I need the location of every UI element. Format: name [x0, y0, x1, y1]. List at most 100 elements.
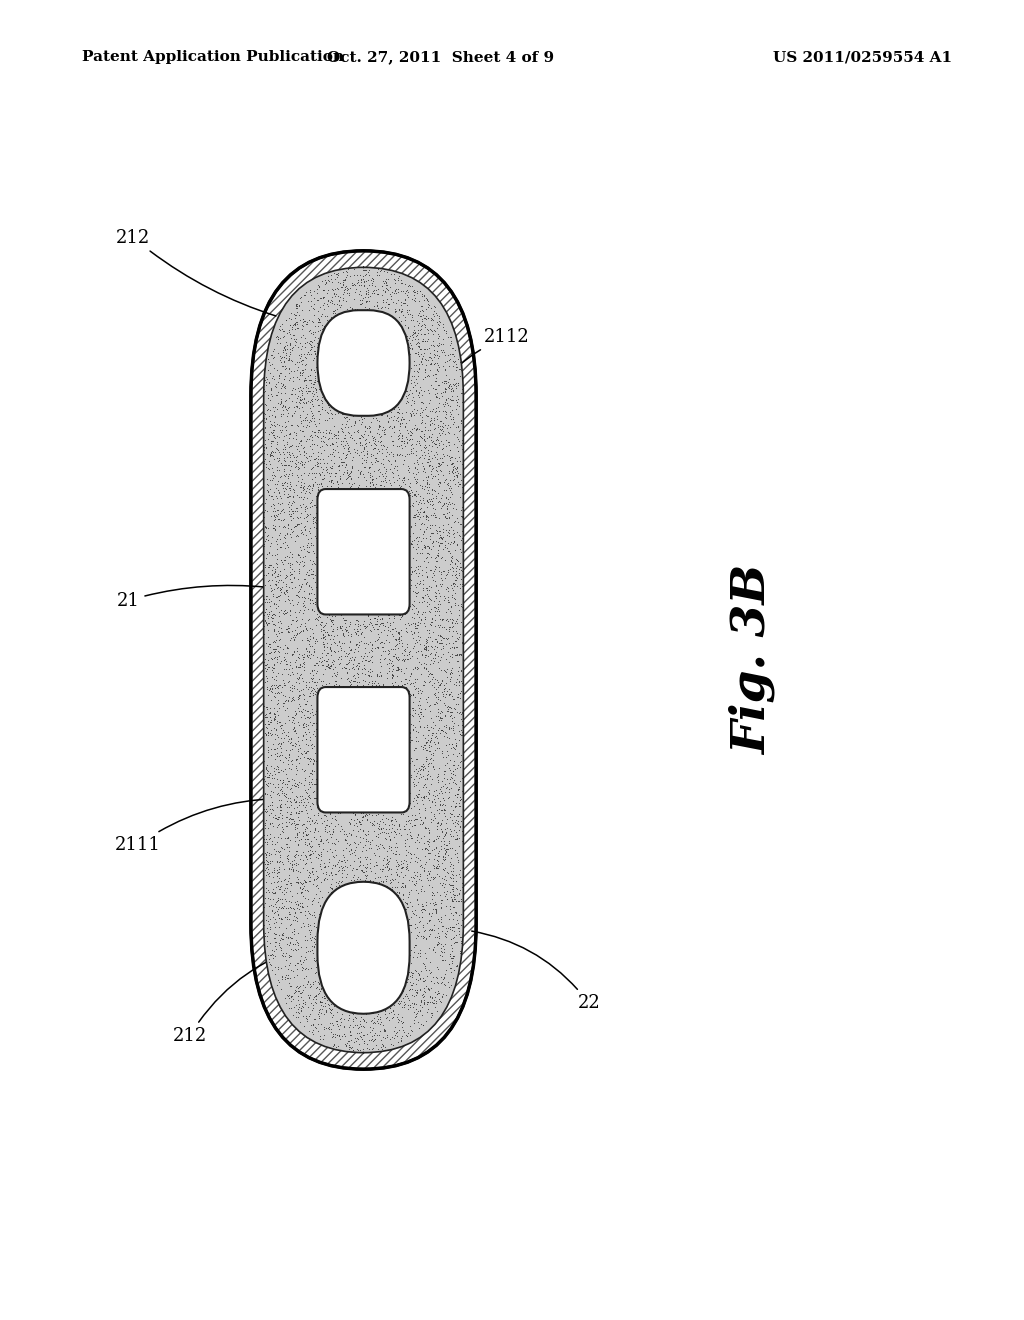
Point — [365, 271, 381, 292]
Point — [268, 586, 285, 607]
Point — [280, 615, 296, 636]
Point — [287, 515, 303, 536]
Point — [396, 978, 413, 999]
Point — [291, 771, 307, 792]
Point — [409, 333, 425, 354]
Point — [371, 837, 387, 858]
Point — [276, 774, 293, 795]
Point — [368, 638, 384, 659]
Point — [278, 396, 294, 417]
Point — [301, 708, 317, 729]
Point — [351, 635, 368, 656]
Point — [368, 825, 384, 846]
Point — [316, 628, 333, 649]
Point — [422, 346, 438, 367]
Point — [298, 949, 314, 970]
Point — [270, 756, 287, 777]
Point — [439, 817, 456, 838]
Point — [407, 760, 423, 781]
Point — [451, 565, 467, 586]
Point — [418, 776, 434, 797]
Point — [293, 614, 309, 635]
Point — [450, 549, 466, 570]
Point — [305, 644, 322, 665]
Point — [426, 651, 442, 672]
Point — [346, 265, 362, 286]
Point — [270, 807, 287, 828]
Point — [296, 949, 312, 970]
Point — [403, 479, 420, 500]
Point — [298, 973, 314, 994]
Point — [429, 631, 445, 652]
Point — [444, 968, 461, 989]
Point — [374, 463, 390, 484]
Point — [438, 985, 455, 1006]
Point — [432, 937, 449, 958]
Point — [298, 675, 314, 696]
Point — [371, 616, 387, 638]
Point — [293, 351, 309, 372]
Point — [350, 428, 367, 449]
Point — [346, 473, 362, 494]
Point — [414, 857, 430, 878]
Point — [293, 487, 309, 508]
Point — [454, 379, 470, 400]
Point — [295, 997, 311, 1018]
Point — [337, 619, 353, 640]
Point — [408, 618, 424, 639]
Point — [282, 652, 298, 673]
Point — [418, 298, 434, 319]
Point — [258, 784, 274, 805]
Point — [274, 821, 291, 842]
Point — [313, 619, 330, 640]
Point — [303, 564, 319, 585]
Point — [360, 651, 377, 672]
Point — [379, 845, 395, 866]
Point — [301, 845, 317, 866]
Point — [273, 378, 290, 399]
Point — [415, 330, 431, 351]
Point — [306, 912, 323, 933]
Point — [419, 482, 435, 503]
Point — [271, 803, 288, 824]
Point — [281, 478, 297, 499]
Point — [266, 498, 283, 519]
Point — [410, 969, 426, 990]
Point — [406, 280, 422, 301]
Point — [439, 581, 456, 602]
Point — [413, 296, 429, 317]
Point — [297, 346, 313, 367]
Point — [439, 888, 456, 909]
Point — [297, 597, 313, 618]
Point — [275, 376, 292, 397]
Point — [281, 867, 297, 888]
Point — [333, 871, 349, 892]
Point — [322, 421, 338, 442]
Point — [294, 454, 310, 475]
Point — [450, 954, 466, 975]
Point — [290, 986, 306, 1007]
Point — [401, 483, 418, 504]
Point — [434, 972, 451, 993]
Point — [257, 813, 273, 834]
Point — [312, 474, 329, 495]
Point — [281, 503, 297, 524]
Point — [305, 376, 322, 397]
Point — [328, 810, 344, 832]
Point — [262, 953, 279, 974]
Point — [451, 883, 467, 904]
Point — [348, 279, 365, 300]
Point — [425, 939, 441, 960]
Point — [428, 586, 444, 607]
Point — [453, 560, 469, 581]
Point — [263, 851, 280, 873]
Point — [263, 607, 280, 628]
Point — [281, 397, 297, 418]
Point — [395, 467, 412, 488]
Point — [444, 908, 461, 929]
Point — [332, 466, 348, 487]
Point — [283, 990, 299, 1011]
Point — [418, 638, 434, 659]
Point — [281, 903, 297, 924]
Point — [446, 797, 463, 818]
